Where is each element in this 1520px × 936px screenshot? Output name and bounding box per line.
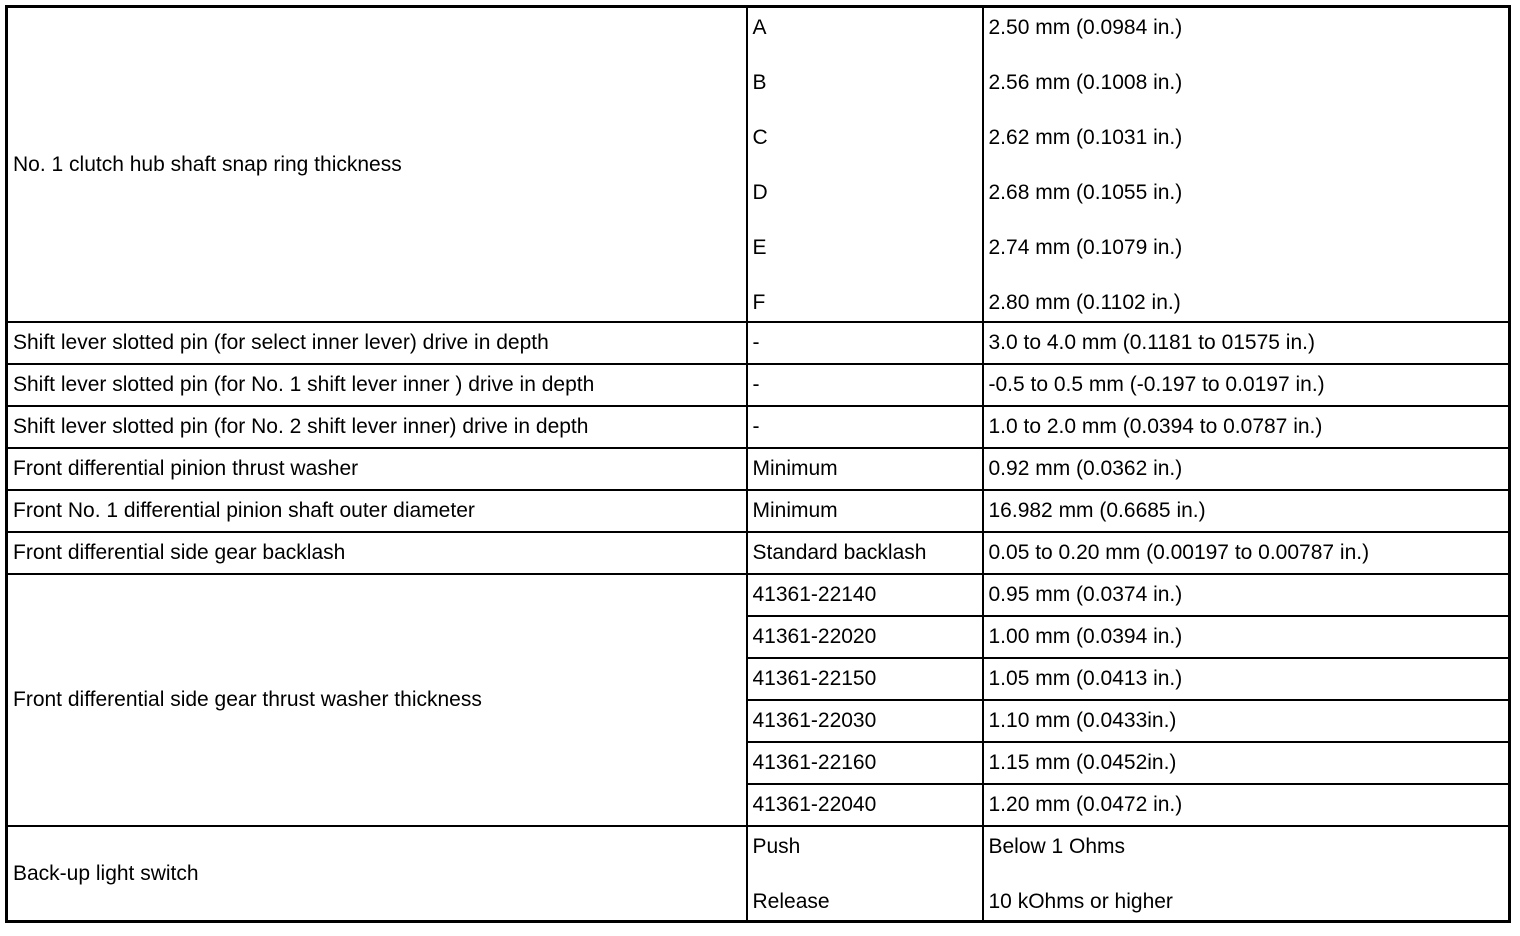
condition: E	[752, 236, 767, 259]
condition: Release	[752, 890, 830, 913]
value-cell: 1.00 mm (0.0394 in.)	[981, 615, 1511, 659]
condition-cell: Push Release	[745, 825, 984, 923]
condition: B	[752, 71, 767, 94]
condition-cell: -	[745, 321, 984, 365]
condition-cell: A B C D E F	[745, 5, 984, 323]
condition: Push	[752, 835, 801, 858]
table-row: 41361-22040 1.20 mm (0.0472 in.)	[7, 783, 1511, 827]
specification-table: No. 1 clutch hub shaft snap ring thickne…	[5, 5, 1511, 923]
condition-cell: -	[745, 363, 984, 407]
table-row: Front No. 1 differential pinion shaft ou…	[5, 489, 1511, 533]
table-row: Front differential side gear backlash St…	[5, 531, 1511, 575]
condition-cell: 41361-22150	[745, 657, 984, 701]
table-row: 41361-22160 1.15 mm (0.0452in.)	[7, 741, 1511, 785]
value-cell: 3.0 to 4.0 mm (0.1181 to 01575 in.)	[981, 321, 1511, 365]
value-cell: 16.982 mm (0.6685 in.)	[981, 489, 1511, 533]
table-row: Shift lever slotted pin (for No. 2 shift…	[5, 405, 1511, 449]
condition-cell: 41361-22040	[745, 783, 984, 827]
table-row: 41361-22020 1.00 mm (0.0394 in.)	[7, 615, 1511, 659]
value: 2.80 mm (0.1102 in.)	[988, 291, 1181, 314]
item-cell: Front differential side gear thrust wash…	[5, 573, 748, 827]
item-cell: Back-up light switch	[5, 825, 748, 923]
table-row: Shift lever slotted pin (for No. 1 shift…	[5, 363, 1511, 407]
value-cell: 2.50 mm (0.0984 in.) 2.56 mm (0.1008 in.…	[981, 5, 1511, 323]
table-row: Front differential pinion thrust washer …	[5, 447, 1511, 491]
value-cell: 0.92 mm (0.0362 in.)	[981, 447, 1511, 491]
condition: C	[752, 126, 768, 149]
table-row: Front differential side gear thrust wash…	[5, 573, 1511, 827]
item-cell: Front differential pinion thrust washer	[5, 447, 748, 491]
value-cell: 1.20 mm (0.0472 in.)	[981, 783, 1511, 827]
condition: A	[752, 16, 767, 39]
value: 2.56 mm (0.1008 in.)	[988, 71, 1183, 94]
table-row: 41361-22030 1.10 mm (0.0433in.)	[7, 699, 1511, 743]
table-row: 41361-22150 1.05 mm (0.0413 in.)	[7, 657, 1511, 701]
condition-cell: -	[745, 405, 984, 449]
item-cell: Front differential side gear backlash	[5, 531, 748, 575]
item-cell: Shift lever slotted pin (for No. 2 shift…	[5, 405, 748, 449]
value-cell: 1.10 mm (0.0433in.)	[981, 699, 1511, 743]
condition-cell: 41361-22140	[745, 573, 984, 617]
condition-cell: Minimum	[745, 447, 984, 491]
value: Below 1 Ohms	[988, 835, 1126, 858]
table-row: Shift lever slotted pin (for select inne…	[5, 321, 1511, 365]
value: 2.50 mm (0.0984 in.)	[988, 16, 1183, 39]
table-row: No. 1 clutch hub shaft snap ring thickne…	[5, 5, 1511, 323]
value: 2.62 mm (0.1031 in.)	[988, 126, 1183, 149]
condition: D	[752, 181, 768, 204]
value-cell: 1.0 to 2.0 mm (0.0394 to 0.0787 in.)	[981, 405, 1511, 449]
condition-cell: Standard backlash	[745, 531, 984, 575]
condition-cell: 41361-22030	[745, 699, 984, 743]
value: 10 kOhms or higher	[988, 890, 1173, 913]
value-cell: 0.95 mm (0.0374 in.)	[981, 573, 1511, 617]
item-cell: Shift lever slotted pin (for select inne…	[5, 321, 748, 365]
item-cell: Front No. 1 differential pinion shaft ou…	[5, 489, 748, 533]
value: 2.74 mm (0.1079 in.)	[988, 236, 1183, 259]
table-row: Back-up light switch Push Release Below …	[5, 825, 1511, 923]
value-cell: 1.05 mm (0.0413 in.)	[981, 657, 1511, 701]
condition-cell: 41361-22160	[745, 741, 984, 785]
item-cell: No. 1 clutch hub shaft snap ring thickne…	[5, 5, 748, 323]
condition-cell: Minimum	[745, 489, 984, 533]
condition: F	[752, 291, 766, 314]
value-cell: Below 1 Ohms 10 kOhms or higher	[981, 825, 1511, 923]
item-cell: Shift lever slotted pin (for No. 1 shift…	[5, 363, 748, 407]
condition-cell: 41361-22020	[745, 615, 984, 659]
value-cell: 0.05 to 0.20 mm (0.00197 to 0.00787 in.)	[981, 531, 1511, 575]
value: 2.68 mm (0.1055 in.)	[988, 181, 1183, 204]
value-cell: 1.15 mm (0.0452in.)	[981, 741, 1511, 785]
value-cell: -0.5 to 0.5 mm (-0.197 to 0.0197 in.)	[981, 363, 1511, 407]
